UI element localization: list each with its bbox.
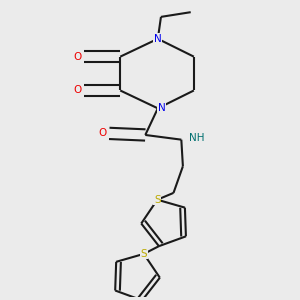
Text: N: N xyxy=(154,34,162,44)
Text: N: N xyxy=(158,103,166,113)
Text: S: S xyxy=(154,195,160,205)
Text: O: O xyxy=(73,85,82,95)
Text: S: S xyxy=(140,249,147,259)
Text: NH: NH xyxy=(189,133,204,143)
Text: O: O xyxy=(98,128,106,138)
Text: O: O xyxy=(73,52,82,62)
